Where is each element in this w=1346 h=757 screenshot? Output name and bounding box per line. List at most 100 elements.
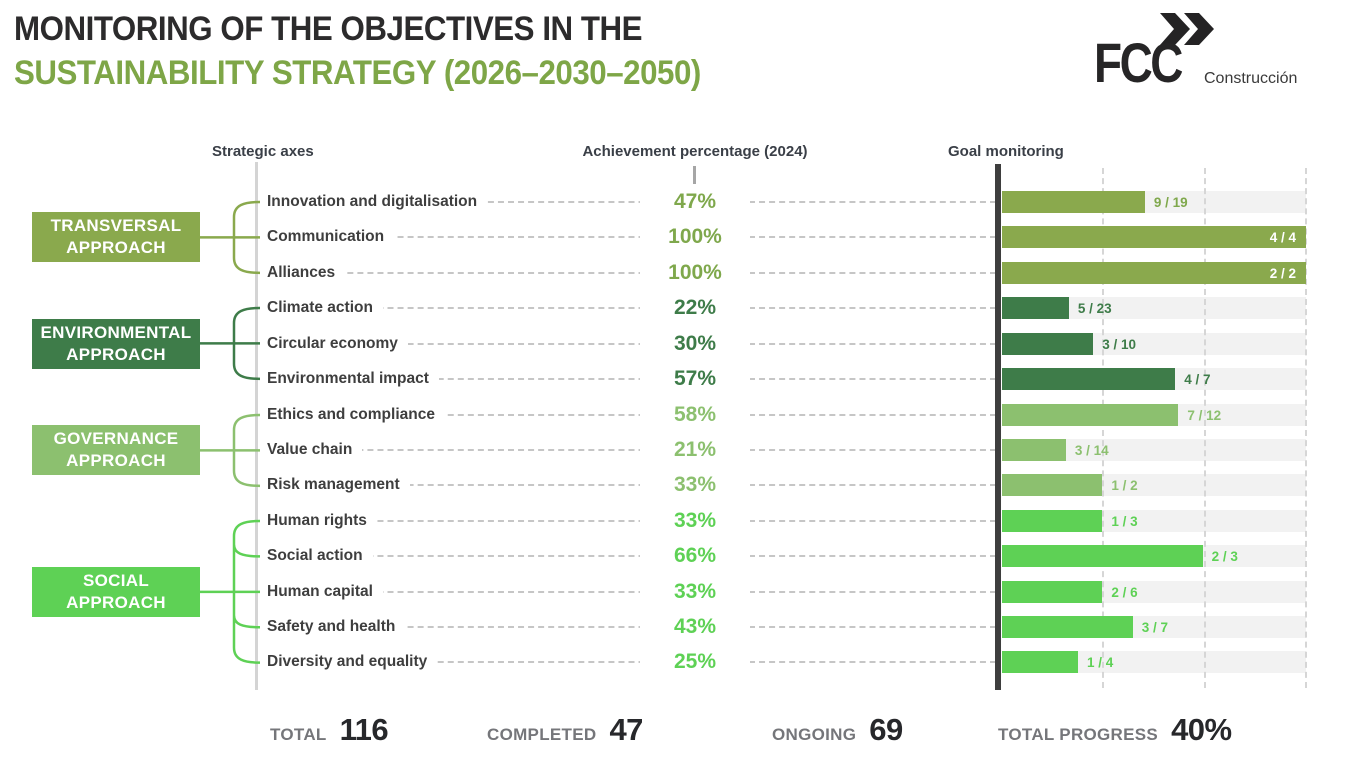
goal-bar <box>1002 403 1179 426</box>
row-dashed-line <box>267 661 996 664</box>
achievement-tick <box>693 166 696 184</box>
bracket-environmental <box>200 306 260 381</box>
objective-row: Value chain 21% 3 / 14 <box>267 431 1306 468</box>
fcc-logo: FCC Construcción <box>1092 8 1322 104</box>
objective-label: Alliances <box>267 254 346 291</box>
objective-row: Diversity and equality 25% 1 / 4 <box>267 644 1306 681</box>
approach-box-label: ENVIRONMENTAL <box>40 322 192 342</box>
achievement-percent: 21% <box>640 435 750 464</box>
stat-total: TOTAL 116 <box>270 712 389 748</box>
objective-label: Climate action <box>267 290 383 327</box>
goal-fraction: 2 / 6 <box>1111 584 1138 600</box>
objective-row: Circular economy 30% 3 / 10 <box>267 325 1306 362</box>
objective-label: Communication <box>267 219 395 256</box>
objective-row: Safety and health 43% 3 / 7 <box>267 609 1306 646</box>
page-title-line2: SUSTAINABILITY STRATEGY (2026–2030–2050) <box>14 54 701 92</box>
chevrons-icon <box>1160 13 1214 45</box>
row-dashed-line <box>267 201 996 203</box>
objective-label: Innovation and digitalisation <box>267 184 488 220</box>
objective-label: Ethics and compliance <box>267 396 445 433</box>
achievement-percent: 22% <box>640 294 750 323</box>
goal-fraction: 4 / 4 <box>1269 230 1296 246</box>
column-header-goal-monitoring: Goal monitoring <box>948 143 1064 160</box>
bracket-social <box>200 519 260 664</box>
achievement-percent: 43% <box>640 613 750 642</box>
achievement-percent: 30% <box>640 329 750 358</box>
goal-bar <box>1002 580 1103 603</box>
objective-row: Innovation and digitalisation 47% 9 / 19 <box>267 184 1306 220</box>
goal-fraction: 1 / 3 <box>1111 513 1138 529</box>
goal-bar <box>1002 438 1066 461</box>
goal-fraction: 1 / 4 <box>1087 655 1114 671</box>
goal-bar <box>1002 261 1306 284</box>
row-dashed-line <box>267 590 996 593</box>
objective-row: Alliances 100% 2 / 2 <box>267 254 1306 291</box>
stat-ongoing: ONGOING 69 <box>772 712 903 748</box>
bracket-transversal <box>200 200 260 275</box>
goal-fraction: 2 / 3 <box>1211 549 1238 565</box>
stat-label: ONGOING <box>772 725 857 744</box>
objective-label: Risk management <box>267 467 410 504</box>
axes-divider-line <box>255 162 258 690</box>
row-dashed-line <box>267 626 996 629</box>
stat-value: 69 <box>869 712 903 747</box>
objective-row: Risk management 33% 1 / 2 <box>267 467 1306 504</box>
objective-label: Environmental impact <box>267 361 439 398</box>
goal-fraction: 3 / 10 <box>1102 336 1136 352</box>
row-dashed-line <box>267 555 996 558</box>
approach-box-transversal: TRANSVERSAL APPROACH <box>32 212 200 263</box>
gridline-33 <box>1102 168 1104 688</box>
achievement-percent: 66% <box>640 542 750 571</box>
goal-bar <box>1002 474 1103 497</box>
achievement-percent: 47% <box>640 188 750 216</box>
achievement-percent: 33% <box>640 577 750 606</box>
goal-bar <box>1002 226 1306 249</box>
goal-fraction: 4 / 7 <box>1184 372 1211 388</box>
goal-bar <box>1002 368 1176 391</box>
goal-bar <box>1002 332 1094 355</box>
row-dashed-line <box>267 342 996 345</box>
column-header-strategic-axes: Strategic axes <box>212 143 314 160</box>
page-title-line1: MONITORING OF THE OBJECTIVES IN THE <box>14 10 643 48</box>
achievement-percent: 100% <box>640 223 750 252</box>
row-dashed-line <box>267 271 996 274</box>
objective-label: Circular economy <box>267 325 408 362</box>
column-header-achievement: Achievement percentage (2024) <box>582 143 808 160</box>
row-dashed-line <box>267 413 996 416</box>
achievement-percent: 33% <box>640 506 750 535</box>
objective-row: Human rights 33% 1 / 3 <box>267 502 1306 539</box>
bar-track <box>1002 651 1306 674</box>
objective-label: Safety and health <box>267 609 406 646</box>
achievement-percent: 25% <box>640 648 750 677</box>
row-dashed-line <box>267 448 996 451</box>
approach-box-label: APPROACH <box>66 450 166 470</box>
approach-box-governance: GOVERNANCE APPROACH <box>32 424 200 475</box>
stat-value: 47 <box>609 712 643 747</box>
row-dashed-line <box>267 519 996 522</box>
goal-fraction: 5 / 23 <box>1077 301 1112 317</box>
objective-row: Environmental impact 57% 4 / 7 <box>267 361 1306 398</box>
bar-chart-axis <box>995 164 1001 690</box>
row-dashed-line <box>267 307 996 310</box>
stat-total-progress: TOTAL PROGRESS 40% <box>998 712 1232 748</box>
row-dashed-line <box>267 484 996 487</box>
bar-track <box>1002 438 1306 461</box>
stat-label: TOTAL PROGRESS <box>998 725 1159 744</box>
goal-bar <box>1002 651 1078 674</box>
bar-track <box>1002 297 1306 320</box>
objective-row: Climate action 22% 5 / 23 <box>267 290 1306 327</box>
goal-bar <box>1002 616 1133 639</box>
stat-label: TOTAL <box>270 725 327 744</box>
achievement-percent: 33% <box>640 471 750 500</box>
goal-bar <box>1002 191 1145 213</box>
objective-label: Social action <box>267 538 373 575</box>
objective-label: Human capital <box>267 573 383 610</box>
gridline-67 <box>1204 168 1206 688</box>
approach-box-label: SOCIAL <box>82 570 150 590</box>
approach-box-social: SOCIAL APPROACH <box>32 566 200 617</box>
approach-box-label: APPROACH <box>66 238 166 258</box>
achievement-percent: 100% <box>640 258 750 287</box>
achievement-percent: 57% <box>640 365 750 394</box>
goal-bar <box>1002 545 1203 568</box>
